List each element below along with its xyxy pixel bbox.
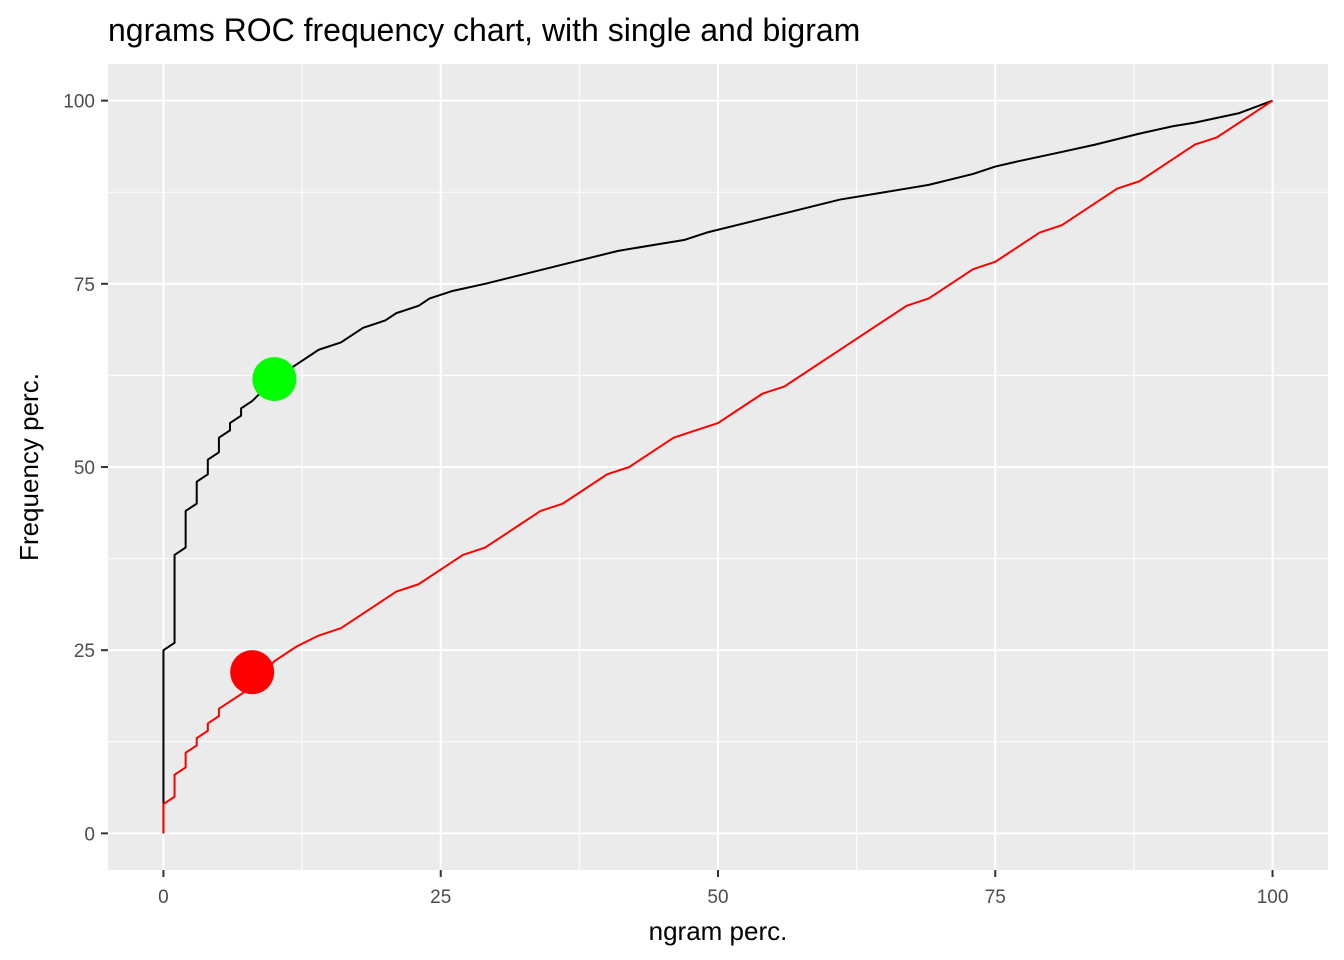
y-tick-label: 100 bbox=[63, 92, 95, 113]
highlight-point-1 bbox=[252, 357, 297, 402]
x-tick-label: 100 bbox=[1257, 887, 1289, 908]
y-tick-label: 0 bbox=[84, 824, 95, 845]
x-tick-label: 0 bbox=[158, 887, 169, 908]
major-gridlines bbox=[108, 64, 1328, 870]
y-axis-title: Frequency perc. bbox=[14, 373, 44, 561]
y-tick-label: 75 bbox=[74, 275, 95, 296]
x-tick-label: 25 bbox=[430, 887, 451, 908]
x-axis-title: ngram perc. bbox=[649, 916, 788, 946]
x-tick-label: 75 bbox=[985, 887, 1006, 908]
marker-layer bbox=[230, 357, 297, 695]
y-tick-label: 50 bbox=[74, 458, 95, 479]
series-line-1 bbox=[162, 99, 1273, 834]
series-layer bbox=[162, 99, 1274, 834]
y-axis: 0 25 50 75 100 bbox=[63, 92, 108, 845]
x-axis: 0 25 50 75 100 bbox=[158, 870, 1288, 908]
chart-title: ngrams ROC frequency chart, with single … bbox=[108, 12, 860, 48]
y-tick-label: 25 bbox=[74, 641, 95, 662]
x-tick-label: 50 bbox=[707, 887, 728, 908]
highlight-point-2 bbox=[230, 650, 275, 695]
series-line-2 bbox=[162, 99, 1274, 834]
